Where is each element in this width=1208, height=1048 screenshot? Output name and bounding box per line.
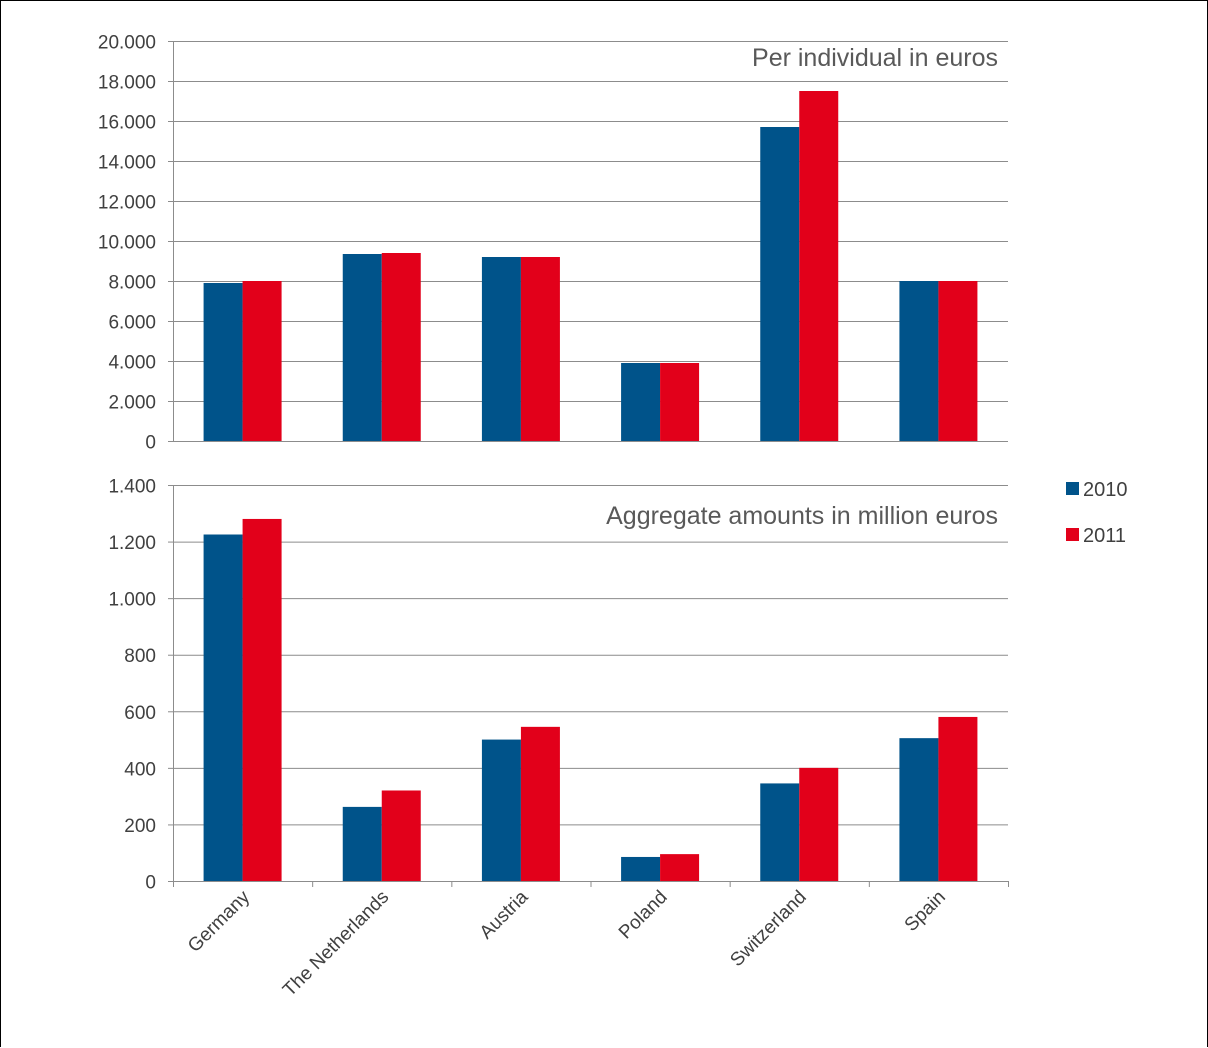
y-tick-label: 14.000 xyxy=(98,153,156,174)
bar-2010-the-netherlands xyxy=(342,806,382,881)
x-tick-label: Germany xyxy=(184,886,254,956)
y-tick-label: 0 xyxy=(145,873,156,894)
panel-title: Aggregate amounts in million euros xyxy=(606,502,998,530)
bar-2011-switzerland xyxy=(799,767,839,881)
y-tick-label: 8.000 xyxy=(108,273,156,294)
y-tick-label: 600 xyxy=(124,703,156,724)
x-tick-label: Spain xyxy=(901,887,950,936)
legend-swatch-2011 xyxy=(1066,528,1079,541)
bar-2011-switzerland xyxy=(799,91,839,441)
bar-2011-poland xyxy=(660,854,700,881)
y-tick-label: 400 xyxy=(124,759,156,780)
bar-2010-poland xyxy=(621,363,661,441)
bar-2011-germany xyxy=(242,281,282,441)
bar-2011-austria xyxy=(520,257,560,441)
bar-2011-poland xyxy=(660,363,700,441)
bar-2010-switzerland xyxy=(760,783,800,881)
bar-2011-germany xyxy=(242,518,282,881)
y-tick-label: 0 xyxy=(145,433,156,454)
bar-2010-the-netherlands xyxy=(342,254,382,441)
legend-swatch-2010 xyxy=(1066,482,1079,495)
bar-2011-austria xyxy=(520,726,560,881)
bar-2011-the-netherlands xyxy=(381,253,421,441)
bar-2011-spain xyxy=(938,716,978,881)
y-tick-label: 12.000 xyxy=(98,193,156,214)
bar-2010-germany xyxy=(203,283,243,441)
x-tick-label: Austria xyxy=(476,886,533,943)
bar-2010-austria xyxy=(481,739,521,881)
y-tick-label: 6.000 xyxy=(108,313,156,334)
legend: 2010 2011 xyxy=(1066,479,1128,547)
y-tick-label: 18.000 xyxy=(98,73,156,94)
y-tick-label: 1.200 xyxy=(108,533,156,554)
x-tick-label: Poland xyxy=(615,887,672,944)
x-tick-label: Switzerland xyxy=(726,887,810,971)
bar-2011-spain xyxy=(938,281,978,441)
y-tick-label: 20.000 xyxy=(98,33,156,54)
panel-title: Per individual in euros xyxy=(752,44,998,72)
top-panel: 0 2.000 4.000 6.000 8.000 10.000 12.000 14.000 1… xyxy=(98,33,1008,454)
y-tick-label: 1.400 xyxy=(108,477,156,498)
legend-label-2011: 2011 xyxy=(1083,525,1126,547)
bar-2010-spain xyxy=(899,281,939,441)
y-tick-label: 16.000 xyxy=(98,113,156,134)
y-tick-label: 1.000 xyxy=(108,590,156,611)
y-tick-label: 2.000 xyxy=(108,393,156,414)
x-tick-label: The Netherlands xyxy=(279,887,393,1001)
bottom-panel: 0 200 400 600 800 1.000 1.200 1.400 Aggregate am… xyxy=(108,477,1009,894)
y-tick-label: 10.000 xyxy=(98,233,156,254)
bar-2010-spain xyxy=(899,738,939,881)
y-tick-label: 800 xyxy=(124,646,156,667)
legend-label-2010: 2010 xyxy=(1083,479,1128,501)
bar-2010-switzerland xyxy=(760,127,800,441)
bar-2010-austria xyxy=(481,257,521,441)
x-axis-labels: Germany The Netherlands Austria Poland Switz… xyxy=(184,886,950,1001)
y-tick-label: 200 xyxy=(124,816,156,837)
bar-2011-the-netherlands xyxy=(381,790,421,881)
bar-2010-poland xyxy=(621,856,661,881)
y-tick-label: 4.000 xyxy=(108,353,156,374)
bar-2010-germany xyxy=(203,534,243,881)
